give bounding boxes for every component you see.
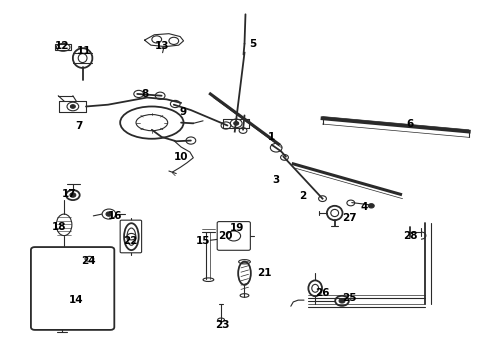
FancyBboxPatch shape bbox=[120, 220, 142, 253]
Text: 10: 10 bbox=[174, 152, 188, 162]
Text: 19: 19 bbox=[229, 224, 244, 233]
Text: 8: 8 bbox=[141, 89, 148, 99]
Text: 9: 9 bbox=[180, 107, 187, 117]
Text: 27: 27 bbox=[341, 213, 356, 222]
Text: 6: 6 bbox=[406, 120, 413, 129]
Text: 13: 13 bbox=[154, 41, 168, 50]
Text: 15: 15 bbox=[195, 236, 210, 246]
Circle shape bbox=[338, 299, 344, 303]
Text: 12: 12 bbox=[54, 41, 69, 50]
Text: 24: 24 bbox=[81, 256, 96, 266]
Circle shape bbox=[367, 204, 373, 208]
Text: 26: 26 bbox=[315, 288, 329, 298]
Text: 2: 2 bbox=[299, 191, 306, 201]
Text: 4: 4 bbox=[360, 202, 367, 212]
Text: 25: 25 bbox=[342, 293, 356, 303]
Circle shape bbox=[106, 212, 112, 216]
Circle shape bbox=[233, 122, 238, 125]
Circle shape bbox=[127, 233, 136, 240]
FancyBboxPatch shape bbox=[217, 222, 250, 250]
Text: 18: 18 bbox=[52, 222, 66, 231]
Text: 16: 16 bbox=[108, 211, 122, 221]
Text: 7: 7 bbox=[75, 121, 82, 131]
Text: 17: 17 bbox=[61, 189, 76, 199]
Text: 23: 23 bbox=[215, 320, 229, 330]
Text: 20: 20 bbox=[217, 231, 232, 240]
Text: 11: 11 bbox=[76, 46, 91, 56]
Text: 1: 1 bbox=[267, 132, 274, 142]
Text: 5: 5 bbox=[249, 39, 256, 49]
Text: 28: 28 bbox=[402, 231, 417, 240]
Circle shape bbox=[70, 193, 76, 197]
Circle shape bbox=[70, 105, 75, 108]
Text: 22: 22 bbox=[122, 236, 137, 246]
Text: 21: 21 bbox=[256, 268, 271, 278]
FancyBboxPatch shape bbox=[31, 247, 114, 330]
Text: 3: 3 bbox=[272, 175, 279, 185]
Text: 14: 14 bbox=[69, 295, 83, 305]
